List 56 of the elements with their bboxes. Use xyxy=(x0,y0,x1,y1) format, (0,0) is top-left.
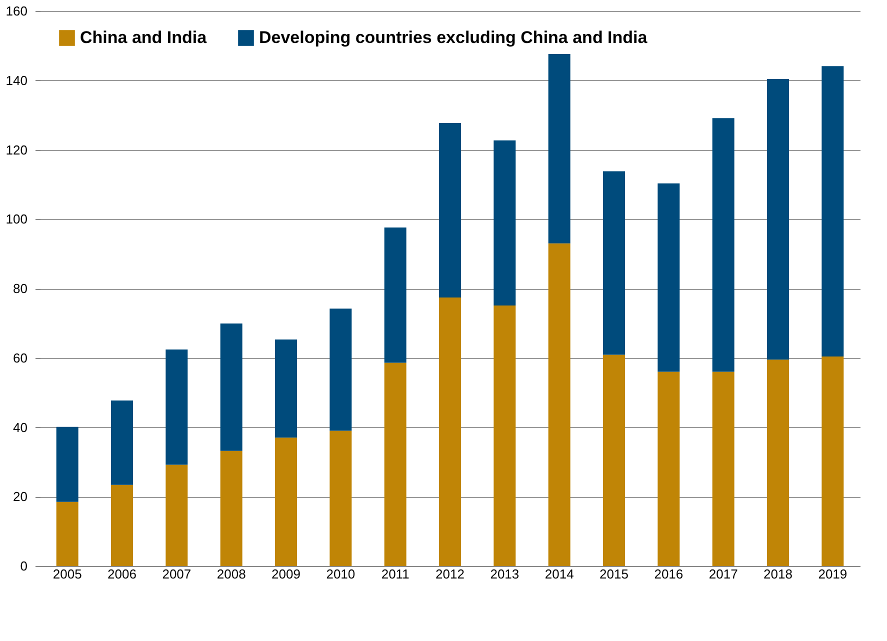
bar xyxy=(275,438,297,566)
x-tick-label: 2010 xyxy=(326,566,356,582)
bar xyxy=(548,243,570,566)
legend-label: China and India xyxy=(80,28,208,47)
bar xyxy=(111,400,133,485)
bar xyxy=(56,502,78,566)
x-tick-label: 2007 xyxy=(162,566,192,582)
bar xyxy=(384,227,406,363)
y-tick-label: 20 xyxy=(13,489,28,504)
y-tick-label: 120 xyxy=(6,142,28,158)
bar xyxy=(384,362,406,566)
x-tick-label: 2011 xyxy=(381,566,410,582)
legend-label: Developing countries excluding China and India xyxy=(259,28,648,47)
bar xyxy=(767,360,789,566)
bar xyxy=(712,372,734,566)
x-tick-label: 2014 xyxy=(544,566,574,582)
bar xyxy=(275,339,297,438)
bar xyxy=(330,308,352,431)
x-tick-label: 2018 xyxy=(764,566,792,582)
bar xyxy=(712,118,734,372)
y-tick-label: 0 xyxy=(20,558,28,574)
bar xyxy=(822,66,844,356)
x-tick-label: 2016 xyxy=(654,566,684,582)
bar xyxy=(56,426,78,502)
bar xyxy=(603,354,625,566)
bar xyxy=(494,140,516,306)
bar xyxy=(603,171,625,355)
bar xyxy=(166,350,188,465)
bar xyxy=(658,372,680,566)
y-tick-label: 80 xyxy=(13,281,28,296)
bar xyxy=(330,430,352,566)
bar xyxy=(767,78,789,360)
bar xyxy=(111,484,133,566)
x-tick-label: 2019 xyxy=(818,566,848,582)
y-tick-label: 40 xyxy=(13,420,28,435)
bar xyxy=(494,305,516,566)
bar xyxy=(822,356,844,566)
x-tick-label: 2015 xyxy=(600,566,628,582)
bar xyxy=(548,54,570,244)
y-tick-label: 60 xyxy=(13,350,28,366)
y-tick-label: 160 xyxy=(6,4,28,18)
bar xyxy=(658,183,680,372)
bar xyxy=(439,123,461,298)
x-tick-label: 2009 xyxy=(272,566,300,582)
bar xyxy=(439,298,461,566)
x-tick-label: 2006 xyxy=(108,566,136,582)
bar xyxy=(220,450,242,566)
x-tick-label: 2005 xyxy=(52,566,82,582)
y-tick-label: 100 xyxy=(6,212,28,227)
bar xyxy=(220,324,242,451)
x-tick-label: 2008 xyxy=(216,566,246,582)
x-tick-label: 2013 xyxy=(490,566,520,582)
bar xyxy=(166,464,188,566)
y-tick-label: 140 xyxy=(6,72,28,88)
x-tick-label: 2017 xyxy=(708,566,738,582)
x-tick-label: 2012 xyxy=(436,566,464,582)
